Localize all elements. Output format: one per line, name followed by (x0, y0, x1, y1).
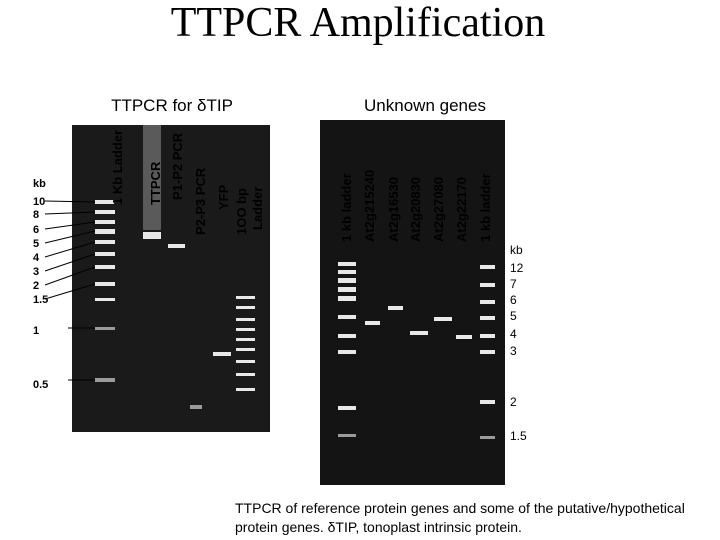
lane-label: 1 kb ladder (478, 173, 493, 242)
size-label: 4 (510, 327, 517, 341)
size-label: 6 (33, 224, 39, 236)
size-label: 2 (33, 280, 39, 292)
size-label: 4 (33, 252, 40, 264)
panel-title: TTPCR for δTIP (111, 96, 233, 115)
size-label: 5 (33, 238, 39, 250)
lane-label: 1 kb ladder (339, 173, 354, 242)
size-label: 6 (510, 293, 517, 307)
panel-title: Unknown genes (364, 96, 486, 115)
size-label: 5 (510, 309, 517, 323)
lane-label: P2-P3 PCR (193, 167, 208, 235)
size-label: 1 (33, 325, 39, 337)
lane-label: 1OO bp (234, 188, 249, 235)
lane-label: 1 Kb Ladder (110, 130, 125, 205)
bands (338, 262, 495, 439)
smear (143, 125, 161, 230)
gel (320, 120, 505, 485)
size-label: 1.5 (33, 294, 48, 306)
lane-label: YFP (216, 184, 231, 210)
size-label: 2 (510, 395, 517, 409)
lane-label: At2g20830 (408, 177, 423, 242)
bands (95, 200, 255, 409)
size-label: 3 (510, 344, 517, 358)
size-label: 8 (33, 209, 39, 221)
size-label: 10 (33, 196, 45, 208)
size-unit: kb (510, 243, 523, 257)
caption-line: protein genes. δTIP, tonoplast intrinsic… (235, 519, 522, 535)
caption-line: TTPCR of reference protein genes and som… (235, 500, 685, 516)
lane-label: At2g22170 (454, 177, 469, 242)
size-label: 7 (510, 277, 517, 291)
lane-label: P1-P2 PCR (170, 132, 185, 200)
lane-label: At2g16530 (386, 177, 401, 242)
size-pointers (44, 200, 96, 381)
lane-label: At2g27080 (431, 177, 446, 242)
lane-label: Ladder (250, 187, 265, 230)
lane-label: At2g215240 (362, 170, 377, 242)
size-label: 3 (33, 266, 39, 278)
size-label: 1.5 (510, 429, 527, 443)
size-label: 12 (510, 261, 524, 275)
lane-label: TTPCR (148, 161, 163, 205)
slide-title: TTPCR Amplification (171, 0, 546, 46)
size-unit: kb (33, 178, 46, 190)
gel-right (320, 120, 505, 485)
size-label: 0.5 (33, 379, 48, 391)
gel-left (44, 125, 270, 432)
